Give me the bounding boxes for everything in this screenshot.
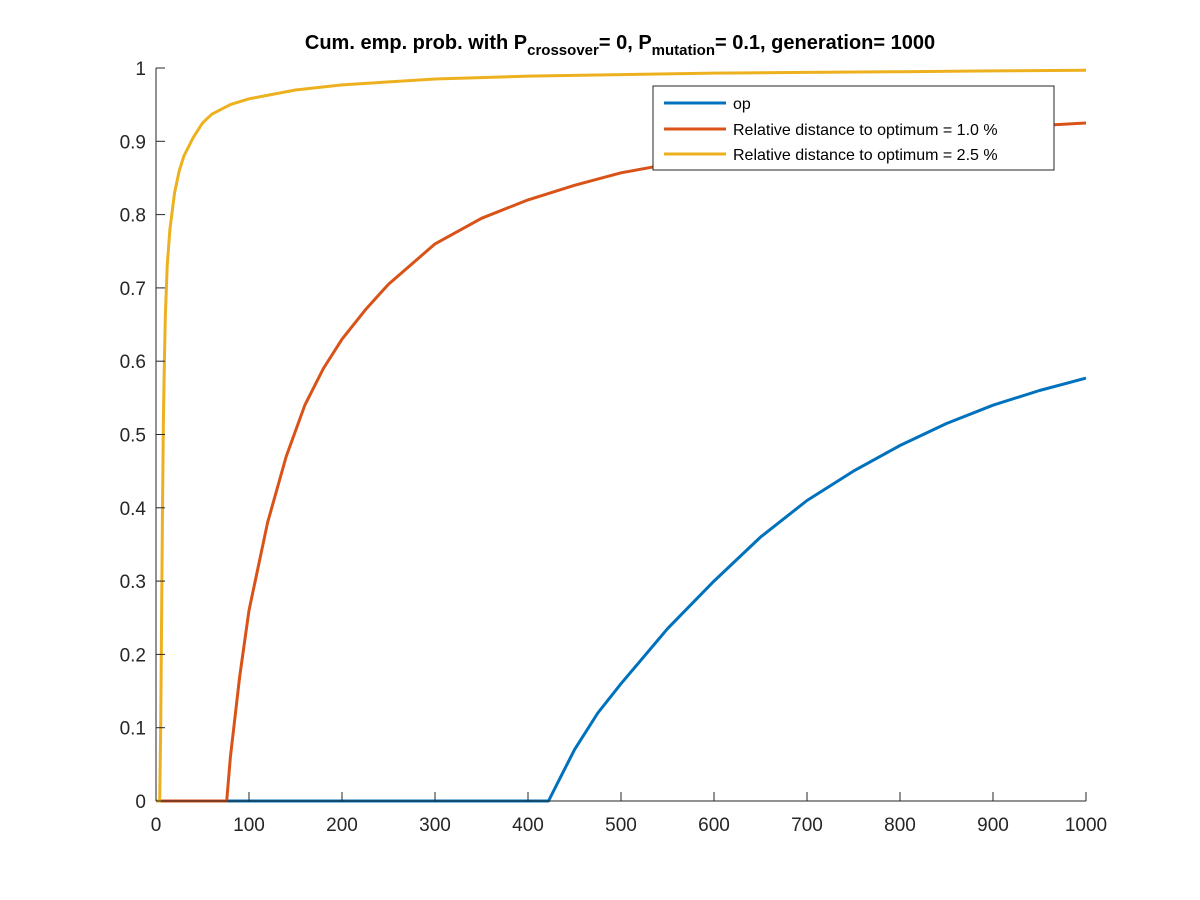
series-line-0 bbox=[156, 376, 1087, 803]
x-tick-label-1000: 1000 bbox=[1065, 815, 1107, 836]
x-tick-label-200: 200 bbox=[326, 815, 358, 836]
x-tick-label-300: 300 bbox=[419, 815, 451, 836]
x-tick-label-900: 900 bbox=[977, 815, 1009, 836]
axes-layer: 0 100 200 300 400 500 600 700 800 900 1000 0 0.1 0.2 0… bbox=[120, 59, 1108, 836]
y-tick-label-0-6: 0.6 bbox=[120, 352, 146, 373]
series-line-2 bbox=[156, 68, 1087, 803]
legend-label-op: op bbox=[733, 96, 751, 113]
title-suffix: = 0.1, generation= 1000 bbox=[715, 32, 935, 54]
y-tick-label-1: 1 bbox=[135, 59, 146, 80]
title-sub-mutation: mutation bbox=[652, 42, 715, 59]
y-tick-label-0-7: 0.7 bbox=[120, 279, 146, 300]
x-tick-label-700: 700 bbox=[791, 815, 823, 836]
title-mid: = 0, P bbox=[599, 32, 652, 54]
title-prefix: Cum. emp. prob. with P bbox=[305, 32, 527, 54]
y-tick-label-0-9: 0.9 bbox=[120, 132, 146, 153]
x-tick-label-800: 800 bbox=[884, 815, 916, 836]
chart-title: Cum. emp. prob. with Pcrossover= 0, Pmut… bbox=[305, 32, 935, 59]
y-tick-label-0-3: 0.3 bbox=[120, 572, 146, 593]
y-tick-label-0-5: 0.5 bbox=[120, 426, 146, 447]
title-sub-crossover: crossover bbox=[527, 42, 599, 59]
y-tick-label-0-2: 0.2 bbox=[120, 645, 146, 666]
x-tick-label-500: 500 bbox=[605, 815, 637, 836]
y-tick-label-0-8: 0.8 bbox=[120, 206, 146, 227]
x-tick-label-100: 100 bbox=[233, 815, 265, 836]
legend-label-distance-1-0: Relative distance to optimum = 1.0 % bbox=[733, 122, 998, 139]
y-tick-label-0: 0 bbox=[135, 792, 146, 813]
x-tick-label-0: 0 bbox=[151, 815, 162, 836]
legend-label-distance-2-5: Relative distance to optimum = 2.5 % bbox=[733, 147, 998, 164]
x-tick-label-400: 400 bbox=[512, 815, 544, 836]
y-tick-label-0-1: 0.1 bbox=[120, 719, 146, 740]
x-tick-label-600: 600 bbox=[698, 815, 730, 836]
y-tick-label-0-4: 0.4 bbox=[120, 499, 147, 520]
legend: op Relative distance to optimum = 1.0 % … bbox=[652, 85, 1055, 171]
